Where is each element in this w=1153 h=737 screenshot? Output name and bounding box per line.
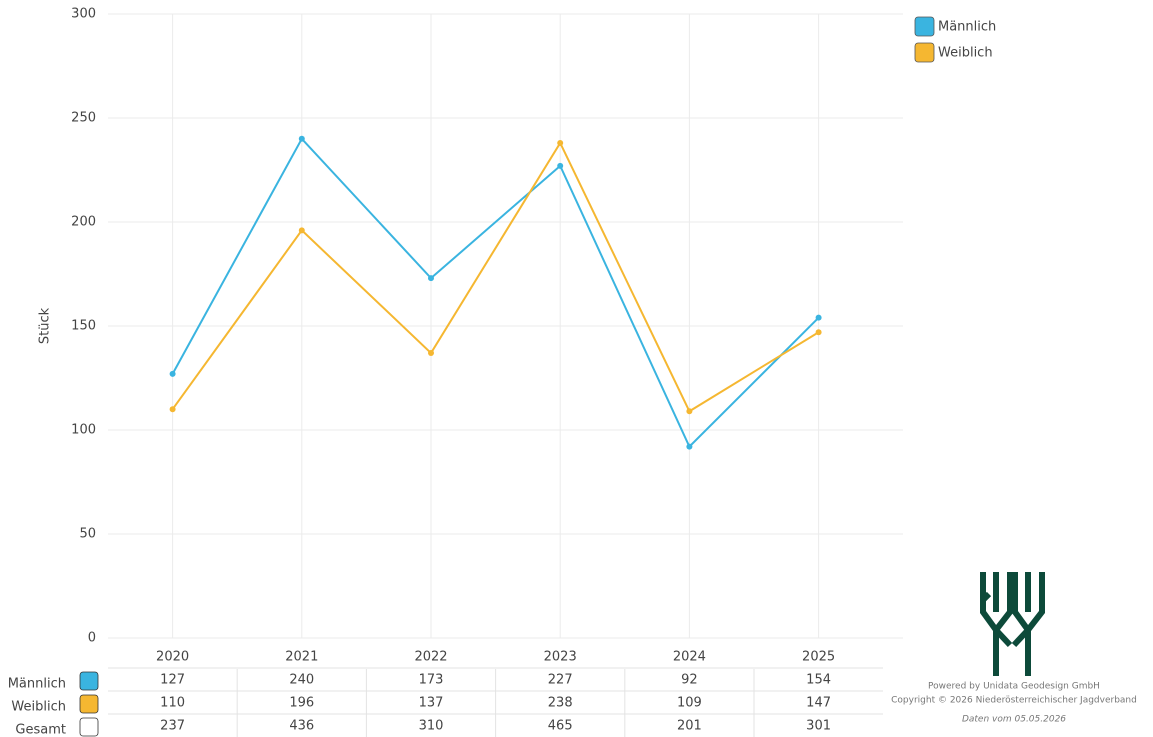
point: [557, 139, 564, 146]
y-tick-label: 50: [79, 527, 96, 542]
y-tick-label: 300: [71, 7, 96, 22]
legend-swatch: [914, 42, 935, 63]
table-swatch: [79, 717, 99, 737]
table-cell: 127: [160, 673, 185, 688]
table-row-label: Männlich: [8, 677, 66, 692]
table-cell: 147: [806, 696, 831, 711]
table-swatch: [79, 694, 99, 714]
x-tick-label: 2022: [414, 650, 447, 665]
y-tick-label: 100: [71, 423, 96, 438]
table-cell: 173: [419, 673, 444, 688]
series-line: [171, 140, 820, 413]
table-cell: 154: [806, 673, 831, 688]
table-cell: 465: [548, 719, 573, 734]
point: [298, 135, 305, 142]
table-cell: 436: [289, 719, 314, 734]
point: [428, 275, 434, 282]
legend-swatch: [914, 16, 935, 37]
table-swatch: [79, 671, 99, 691]
x-tick-label: 2024: [673, 650, 706, 665]
table-cell: 92: [681, 673, 698, 688]
point: [686, 408, 693, 415]
table-cell: 310: [419, 719, 444, 734]
point: [298, 227, 305, 234]
y-tick-label: 0: [88, 631, 96, 646]
y-tick-label: 250: [71, 111, 96, 126]
table-cell: 301: [806, 719, 831, 734]
y-tick-label: 150: [71, 319, 96, 334]
point: [815, 314, 822, 321]
legend-label: Männlich: [938, 20, 996, 35]
table-cell: 237: [160, 719, 185, 734]
point: [169, 370, 176, 377]
table-cell: 201: [677, 719, 702, 734]
table-cell: 196: [289, 696, 314, 711]
logo: [980, 572, 1045, 676]
table-row-label: Gesamt: [15, 723, 66, 737]
legend-label: Weiblich: [938, 46, 993, 61]
table-cell: 109: [677, 696, 702, 711]
point: [428, 350, 434, 357]
point: [815, 329, 822, 336]
point: [686, 443, 693, 450]
y-axis-label: Stück: [38, 307, 53, 344]
table-cell: 238: [548, 696, 573, 711]
table-row-label: Weiblich: [11, 700, 66, 715]
x-tick-label: 2020: [156, 650, 189, 665]
x-tick-label: 2021: [285, 650, 318, 665]
x-tick-label: 2023: [544, 650, 577, 665]
table-cell: 137: [419, 696, 444, 711]
y-tick-label: 200: [71, 215, 96, 230]
footer-date: Daten vom 05.05.2026: [962, 715, 1066, 725]
footer-copyright: Copyright © 2026 Niederösterreichischer …: [891, 696, 1137, 706]
point: [557, 162, 564, 169]
table-cell: 110: [160, 696, 185, 711]
x-tick-label: 2025: [802, 650, 835, 665]
point: [169, 406, 176, 413]
table-cell: 227: [548, 673, 573, 688]
footer-powered: Powered by Unidata Geodesign GmbH: [928, 682, 1100, 692]
table-cell: 240: [289, 673, 314, 688]
series-line: [171, 137, 820, 449]
